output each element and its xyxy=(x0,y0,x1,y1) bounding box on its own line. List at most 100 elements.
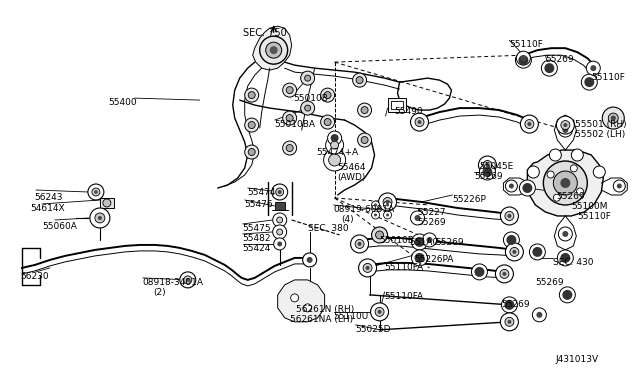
Circle shape xyxy=(276,188,284,196)
Circle shape xyxy=(283,83,297,97)
Circle shape xyxy=(506,180,517,192)
Circle shape xyxy=(324,92,331,99)
Circle shape xyxy=(98,216,102,220)
Circle shape xyxy=(561,178,570,188)
Circle shape xyxy=(509,183,514,189)
Circle shape xyxy=(584,77,595,87)
Circle shape xyxy=(260,36,287,64)
Circle shape xyxy=(383,198,392,206)
Text: 55025D: 55025D xyxy=(356,325,391,334)
Circle shape xyxy=(286,115,293,122)
Bar xyxy=(390,101,403,109)
Circle shape xyxy=(272,184,287,200)
Text: 55269: 55269 xyxy=(556,192,585,201)
Text: 55269: 55269 xyxy=(435,238,464,247)
Circle shape xyxy=(520,55,526,61)
Circle shape xyxy=(479,164,495,180)
Circle shape xyxy=(613,180,625,192)
Circle shape xyxy=(274,238,285,250)
Text: 55100M: 55100M xyxy=(572,202,608,211)
Text: 56243: 56243 xyxy=(34,193,63,202)
Text: 55464: 55464 xyxy=(338,163,366,172)
Text: 55010B: 55010B xyxy=(380,236,415,245)
Text: 54614X: 54614X xyxy=(30,204,65,213)
Circle shape xyxy=(505,211,514,221)
Circle shape xyxy=(286,145,293,151)
Circle shape xyxy=(508,320,511,324)
Circle shape xyxy=(483,167,492,177)
Text: 56261N (RH): 56261N (RH) xyxy=(296,305,354,314)
Circle shape xyxy=(386,214,389,217)
Circle shape xyxy=(286,87,293,94)
Text: SEC. 430: SEC. 430 xyxy=(554,258,594,267)
Circle shape xyxy=(593,166,605,178)
Circle shape xyxy=(500,207,518,225)
Circle shape xyxy=(586,61,600,75)
Circle shape xyxy=(248,148,255,155)
Circle shape xyxy=(301,101,315,115)
Circle shape xyxy=(301,71,315,85)
Text: 56230: 56230 xyxy=(20,272,49,281)
Circle shape xyxy=(353,73,367,87)
Circle shape xyxy=(515,52,531,68)
Text: 55474+A: 55474+A xyxy=(317,148,359,157)
Circle shape xyxy=(549,149,561,161)
Bar xyxy=(388,98,406,112)
Text: 55424: 55424 xyxy=(243,244,271,253)
Circle shape xyxy=(328,131,342,145)
Circle shape xyxy=(577,188,584,195)
Circle shape xyxy=(90,208,110,228)
Text: 55060A: 55060A xyxy=(42,222,77,231)
Circle shape xyxy=(276,217,283,223)
Circle shape xyxy=(532,308,547,322)
Text: 55269: 55269 xyxy=(536,278,564,287)
Circle shape xyxy=(545,63,554,73)
Circle shape xyxy=(95,213,105,223)
Circle shape xyxy=(532,247,542,257)
Bar xyxy=(100,198,114,208)
Circle shape xyxy=(602,107,624,129)
Circle shape xyxy=(307,257,312,263)
Circle shape xyxy=(410,113,429,131)
Circle shape xyxy=(426,237,433,243)
Circle shape xyxy=(305,105,310,111)
Circle shape xyxy=(520,115,538,133)
Circle shape xyxy=(331,141,339,149)
Circle shape xyxy=(415,215,420,221)
Circle shape xyxy=(371,303,388,321)
Circle shape xyxy=(505,317,514,326)
Text: 55010BA: 55010BA xyxy=(275,120,316,129)
Circle shape xyxy=(472,264,488,280)
Circle shape xyxy=(383,201,392,209)
Text: 55269: 55269 xyxy=(545,55,574,64)
Text: 55476: 55476 xyxy=(244,200,273,209)
Circle shape xyxy=(328,154,340,166)
Circle shape xyxy=(378,310,381,314)
Circle shape xyxy=(94,190,98,194)
Circle shape xyxy=(378,193,397,211)
Circle shape xyxy=(422,233,436,247)
Text: 08919-6081A: 08919-6081A xyxy=(333,205,395,214)
Circle shape xyxy=(305,75,310,81)
Circle shape xyxy=(554,194,561,201)
Circle shape xyxy=(554,171,577,195)
Circle shape xyxy=(557,250,573,266)
Text: 55227: 55227 xyxy=(417,208,446,217)
Circle shape xyxy=(276,229,283,235)
Circle shape xyxy=(415,237,424,247)
Circle shape xyxy=(386,203,389,206)
Circle shape xyxy=(358,133,372,147)
Polygon shape xyxy=(278,280,324,322)
Circle shape xyxy=(479,156,497,174)
Circle shape xyxy=(559,287,575,303)
Circle shape xyxy=(291,294,299,302)
Circle shape xyxy=(186,278,190,282)
Circle shape xyxy=(581,74,597,90)
Text: 55110U: 55110U xyxy=(333,312,369,321)
Circle shape xyxy=(474,267,484,277)
Circle shape xyxy=(502,272,506,276)
Circle shape xyxy=(248,122,255,129)
Circle shape xyxy=(415,253,424,263)
Circle shape xyxy=(410,211,424,225)
Circle shape xyxy=(608,113,618,123)
